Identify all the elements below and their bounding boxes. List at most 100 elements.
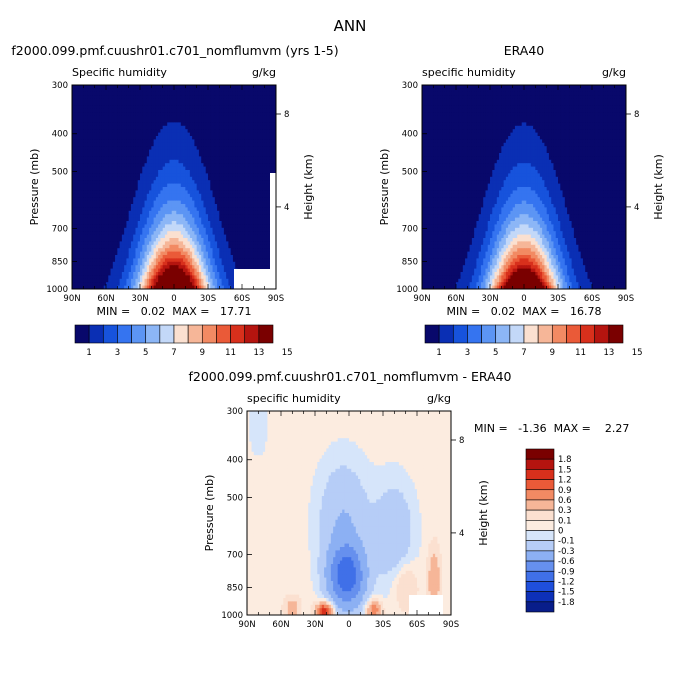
contour-cell xyxy=(154,105,157,109)
contour-cell xyxy=(260,129,263,133)
contour-cell xyxy=(113,262,116,266)
contour-cell xyxy=(104,129,107,133)
contour-cell xyxy=(77,163,80,167)
contour-cell xyxy=(247,211,250,215)
contour-cell xyxy=(97,255,100,259)
contour-cell xyxy=(86,211,89,215)
contour-cell xyxy=(86,102,89,106)
contour-cell xyxy=(262,122,265,126)
contour-cell xyxy=(140,221,143,225)
contour-cell xyxy=(124,238,127,242)
contour-cell xyxy=(113,163,116,167)
contour-cell xyxy=(267,99,270,103)
contour-cell xyxy=(188,143,191,147)
contour-cell xyxy=(79,126,82,130)
contour-cell xyxy=(213,95,216,99)
contour-cell xyxy=(126,245,129,249)
contour-cell xyxy=(256,112,259,116)
contour-cell xyxy=(269,109,272,113)
contour-cell xyxy=(208,190,211,194)
contour-cell xyxy=(247,194,250,198)
contour-cell xyxy=(269,150,272,154)
contour-cell xyxy=(79,99,82,103)
contour-cell xyxy=(201,109,204,113)
contour-cell xyxy=(104,136,107,140)
contour-cell xyxy=(140,207,143,211)
contour-cell xyxy=(113,126,116,130)
contour-cell xyxy=(226,207,229,211)
contour-cell xyxy=(235,218,238,222)
contour-cell xyxy=(188,102,191,106)
contour-cell xyxy=(188,150,191,154)
contour-cell xyxy=(111,95,114,99)
contour-cell xyxy=(208,122,211,126)
contour-cell xyxy=(106,204,109,208)
contour-cell xyxy=(260,248,263,252)
contour-cell xyxy=(90,105,93,109)
contour-cell xyxy=(242,112,245,116)
contour-cell xyxy=(160,235,163,239)
contour-cell xyxy=(133,133,136,137)
contour-cell xyxy=(256,245,259,249)
contour-cell xyxy=(83,105,86,109)
contour-cell xyxy=(219,262,222,266)
contour-cell xyxy=(215,153,218,157)
contour-cell xyxy=(90,163,93,167)
contour-cell xyxy=(249,190,252,194)
contour-cell xyxy=(226,129,229,133)
contour-cell xyxy=(181,235,184,239)
contour-cell xyxy=(86,187,89,191)
contour-cell xyxy=(249,156,252,160)
contour-cell xyxy=(104,255,107,259)
contour-cell xyxy=(249,139,252,143)
contour-cell xyxy=(185,211,188,215)
contour-cell xyxy=(233,126,236,130)
contour-cell xyxy=(199,119,202,123)
contour-cell xyxy=(256,241,259,245)
contour-cell xyxy=(99,262,102,266)
contour-cell xyxy=(256,238,259,242)
contour-cell xyxy=(113,235,116,239)
contour-cell xyxy=(201,214,204,218)
contour-cell xyxy=(86,194,89,198)
contour-cell xyxy=(222,177,225,181)
contour-cell xyxy=(124,92,127,96)
contour-cell xyxy=(92,99,95,103)
contour-cell xyxy=(192,265,195,269)
contour-cell xyxy=(201,105,204,109)
contour-cell xyxy=(154,136,157,140)
contour-cell xyxy=(179,119,182,123)
contour-cell xyxy=(233,221,236,225)
contour-cell xyxy=(147,99,150,103)
contour-cell xyxy=(92,109,95,113)
contour-cell xyxy=(208,105,211,109)
contour-cell xyxy=(194,218,197,222)
contour-cell xyxy=(199,207,202,211)
contour-cell xyxy=(77,136,80,140)
contour-cell xyxy=(228,207,231,211)
contour-cell xyxy=(133,207,136,211)
contour-cell xyxy=(77,265,80,269)
contour-cell xyxy=(97,228,100,232)
contour-cell xyxy=(86,197,89,201)
contour-cell xyxy=(158,204,161,208)
contour-cell xyxy=(228,133,231,137)
contour-cell xyxy=(104,119,107,123)
contour-cell xyxy=(253,248,256,252)
contour-cell xyxy=(92,122,95,126)
contour-cell xyxy=(208,102,211,106)
contour-cell xyxy=(165,197,168,201)
contour-cell xyxy=(240,173,243,177)
contour-cell xyxy=(147,177,150,181)
contour-cell xyxy=(165,218,168,222)
contour-cell xyxy=(174,160,177,164)
contour-cell xyxy=(213,214,216,218)
contour-cell xyxy=(147,153,150,157)
contour-cell xyxy=(154,272,157,276)
contour-cell xyxy=(138,163,141,167)
contour-cell xyxy=(86,173,89,177)
contour-field xyxy=(72,85,276,289)
contour-cell xyxy=(158,163,161,167)
contour-cell xyxy=(174,150,177,154)
contour-cell xyxy=(260,218,263,222)
